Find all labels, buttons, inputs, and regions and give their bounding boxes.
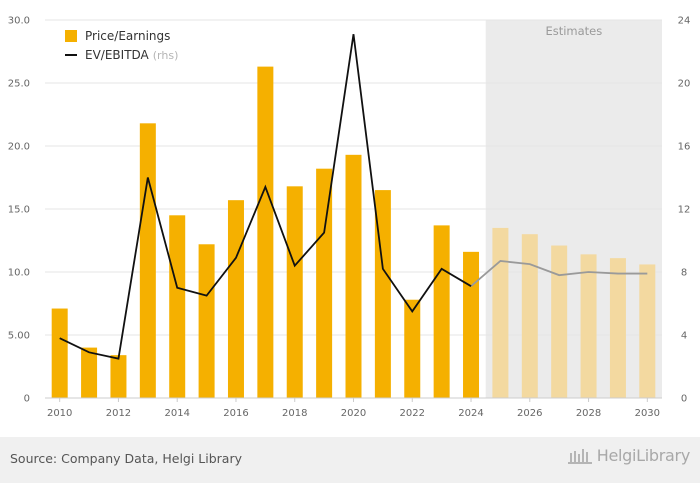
y-right-tick-label: 20 bbox=[678, 79, 691, 90]
legend-swatch-pe bbox=[65, 30, 77, 42]
legend-label-ev: EV/EBITDA (rhs) bbox=[85, 48, 178, 62]
y-right-tick-label: 0 bbox=[681, 394, 687, 405]
pe-bar bbox=[580, 254, 597, 398]
legend-label-ev-name: EV/EBITDA bbox=[85, 48, 150, 62]
helgi-library-logo[interactable]: HelgiLibrary bbox=[567, 446, 690, 465]
pe-bar bbox=[609, 258, 626, 398]
pe-bar bbox=[521, 234, 538, 398]
y-right-tick-label: 4 bbox=[681, 331, 687, 342]
pe-bar bbox=[345, 154, 362, 398]
ev-ebitda-line-estimate bbox=[470, 260, 648, 287]
y-right-tick-label: 8 bbox=[681, 268, 687, 279]
x-tick-label: 2010 bbox=[47, 408, 72, 419]
y-right-tick-label: 24 bbox=[678, 16, 691, 27]
pe-bar bbox=[257, 66, 274, 399]
pe-bar bbox=[81, 347, 98, 398]
pe-bar bbox=[433, 225, 450, 398]
pe-bar bbox=[639, 264, 656, 398]
pe-bar bbox=[51, 308, 68, 398]
pe-bar bbox=[551, 245, 568, 398]
x-tick-label: 2022 bbox=[400, 408, 425, 419]
x-tick-label: 2012 bbox=[106, 408, 131, 419]
x-tick-label: 2024 bbox=[458, 408, 483, 419]
y-left-tick-label: 20.0 bbox=[8, 142, 30, 153]
legend-label-pe: Price/Earnings bbox=[85, 29, 170, 43]
ev-ebitda-line bbox=[59, 34, 472, 360]
y-right-tick-label: 12 bbox=[678, 205, 691, 216]
estimates-label: Estimates bbox=[545, 24, 602, 38]
pe-bar bbox=[198, 244, 215, 398]
y-left-tick-label: 30.0 bbox=[8, 16, 30, 27]
logo-text: HelgiLibrary bbox=[596, 446, 691, 465]
x-tick-label: 2018 bbox=[282, 408, 307, 419]
pe-bar bbox=[463, 251, 480, 398]
pe-bar bbox=[139, 123, 156, 398]
pe-bar bbox=[404, 299, 421, 398]
library-building-icon bbox=[567, 448, 592, 464]
footer: Source: Company Data, Helgi Library Helg… bbox=[0, 437, 700, 483]
x-tick-label: 2014 bbox=[164, 408, 189, 419]
pe-bar bbox=[110, 355, 127, 398]
pe-bar bbox=[286, 186, 303, 398]
y-left-tick-label: 5.00 bbox=[8, 331, 30, 342]
pe-bar bbox=[316, 168, 333, 398]
legend-label-ev-suffix: (rhs) bbox=[153, 49, 179, 62]
y-left-tick-label: 15.0 bbox=[8, 205, 30, 216]
y-left-tick-label: 0 bbox=[24, 394, 30, 405]
x-tick-label: 2030 bbox=[635, 408, 660, 419]
x-tick-label: 2026 bbox=[517, 408, 542, 419]
pe-bar bbox=[227, 200, 244, 398]
source-note: Source: Company Data, Helgi Library bbox=[10, 451, 243, 466]
pe-bar bbox=[169, 215, 186, 398]
x-tick-label: 2028 bbox=[576, 408, 601, 419]
chart: Estimates 0 5.00 10.0 15.0 20.0 25.0 30.0 0 4 8 12… bbox=[8, 16, 691, 420]
pe-bar bbox=[492, 227, 509, 398]
x-tick-label: 2020 bbox=[341, 408, 366, 419]
y-right-tick-label: 16 bbox=[678, 142, 691, 153]
x-tick-label: 2016 bbox=[223, 408, 248, 419]
y-left-tick-label: 10.0 bbox=[8, 268, 30, 279]
y-left-tick-label: 25.0 bbox=[8, 79, 30, 90]
